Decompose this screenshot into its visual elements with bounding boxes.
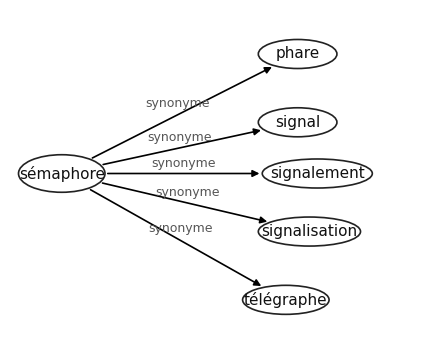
Ellipse shape	[258, 40, 337, 68]
Text: sémaphore: sémaphore	[19, 166, 105, 181]
Text: synonyme: synonyme	[148, 131, 212, 144]
Text: synonyme: synonyme	[145, 97, 210, 110]
Ellipse shape	[243, 285, 329, 314]
Ellipse shape	[262, 159, 372, 188]
Ellipse shape	[18, 155, 105, 192]
Text: synonyme: synonyme	[155, 186, 219, 199]
Text: synonyme: synonyme	[152, 157, 216, 170]
Text: signalisation: signalisation	[261, 224, 357, 239]
Ellipse shape	[258, 217, 360, 246]
Text: télégraphe: télégraphe	[244, 292, 328, 308]
Ellipse shape	[258, 108, 337, 137]
Text: signalement: signalement	[270, 166, 365, 181]
Text: signal: signal	[275, 115, 320, 130]
Text: phare: phare	[276, 46, 320, 61]
Text: synonyme: synonyme	[148, 222, 213, 236]
